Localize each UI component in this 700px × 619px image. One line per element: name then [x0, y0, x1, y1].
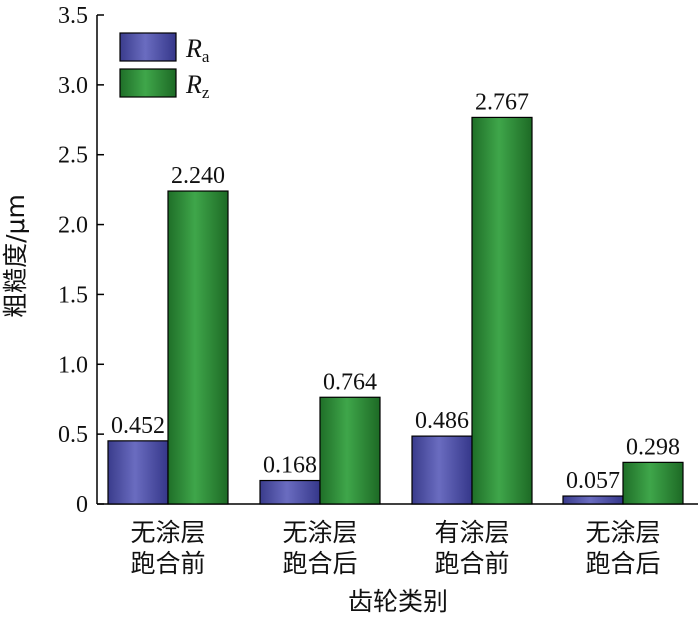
data-label: 0.168: [263, 453, 317, 479]
x-tick-label: 跑合后: [282, 549, 357, 578]
data-label: 0.452: [111, 413, 165, 439]
x-tick-label: 跑合前: [434, 549, 509, 578]
x-tick-label: 有涂层: [434, 518, 509, 547]
y-tick-label: 2.5: [58, 143, 88, 169]
bar-rz: [319, 396, 381, 505]
bar-ra: [107, 440, 169, 505]
y-tick-label: 1.5: [58, 282, 88, 308]
x-tick-label: 跑合前: [130, 549, 205, 578]
legend-swatch-ra: [119, 32, 177, 62]
legend-swatch-rz: [119, 68, 177, 98]
x-axis-title: 齿轮类别: [348, 587, 448, 616]
x-tick-label: 无涂层: [282, 518, 357, 547]
bar-rz: [471, 116, 533, 505]
x-tick-label: 无涂层: [130, 518, 205, 547]
data-label: 0.764: [323, 369, 377, 395]
bar-rz: [167, 190, 229, 505]
bar-ra: [562, 495, 624, 505]
y-tick-label: 0: [76, 492, 88, 518]
data-label: 0.486: [415, 408, 469, 434]
data-label: 2.240: [171, 163, 225, 189]
y-tick-label: 0.5: [58, 422, 88, 448]
y-tick-label: 3.5: [58, 3, 88, 29]
data-label: 0.057: [566, 468, 620, 494]
axes: 00.51.01.52.02.53.03.5无涂层跑合前无涂层跑合后有涂层跑合前…: [58, 3, 698, 578]
bars: [107, 116, 684, 505]
x-tick-label: 跑合后: [585, 549, 660, 578]
y-tick-label: 1.0: [58, 352, 88, 378]
legend-label-ra: Ra: [185, 34, 210, 66]
y-tick-label: 2.0: [58, 213, 88, 239]
bar-rz: [622, 461, 684, 505]
data-label: 0.298: [626, 434, 680, 460]
legend-label-rz: Rz: [185, 70, 210, 102]
bar-ra: [259, 479, 321, 505]
legend: Ra Rz: [119, 32, 210, 102]
x-tick-label: 无涂层: [585, 518, 660, 547]
bar-ra: [411, 435, 473, 505]
y-axis-title: 粗糙度/μm: [1, 194, 30, 318]
y-tick-label: 3.0: [58, 73, 88, 99]
data-label: 2.767: [475, 89, 529, 115]
